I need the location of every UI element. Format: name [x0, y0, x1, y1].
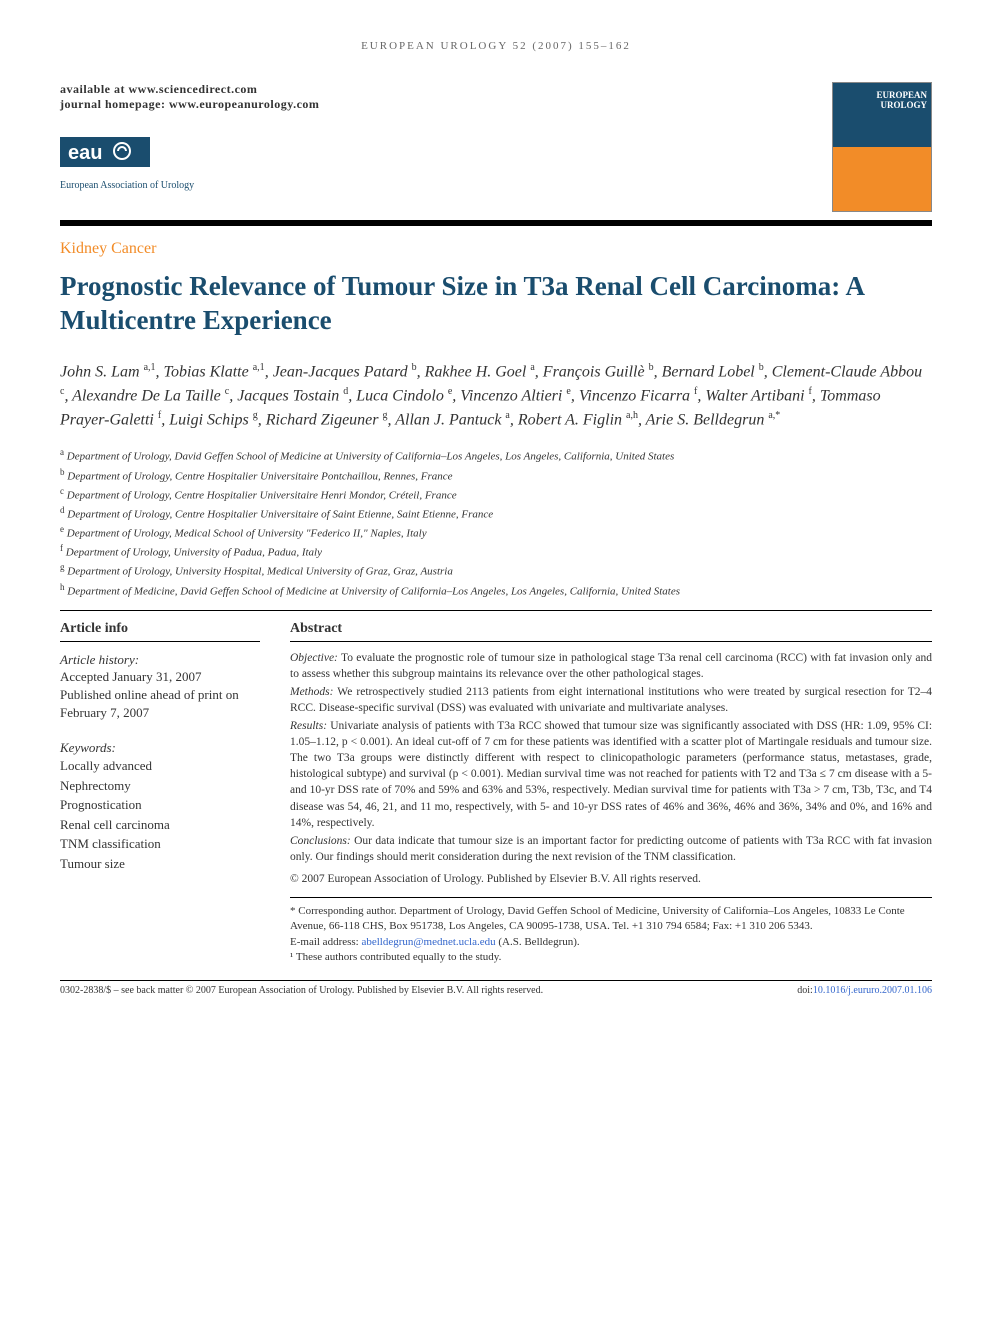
author-list: John S. Lam a,1, Tobias Klatte a,1, Jean… [60, 360, 932, 433]
keyword-item: Tumour size [60, 854, 260, 874]
conclusions-label: Conclusions: [290, 835, 351, 847]
section-label: Kidney Cancer [60, 240, 932, 258]
abstract-column: Abstract Objective: To evaluate the prog… [290, 621, 932, 966]
header-left: available at www.sciencedirect.com journ… [60, 82, 812, 201]
article-info-heading: Article info [60, 621, 260, 637]
footer-line: 0302-2838/$ – see back matter © 2007 Eur… [60, 980, 932, 996]
footer-right: doi:10.1016/j.eururo.2007.01.106 [797, 985, 932, 996]
objective-text: To evaluate the prognostic role of tumou… [290, 652, 932, 680]
affiliation-item: f Department of Urology, University of P… [60, 542, 932, 561]
affiliation-item: a Department of Urology, David Geffen Sc… [60, 446, 932, 465]
email-link[interactable]: abelldegrun@mednet.ucla.edu [361, 936, 495, 948]
two-column-layout: Article info Article history: Accepted J… [60, 621, 932, 966]
eau-logo-text: European Association of Urology [60, 180, 812, 191]
abstract-body: Objective: To evaluate the prognostic ro… [290, 650, 932, 887]
email-paren: (A.S. Belldegrun). [498, 936, 579, 948]
methods-label: Methods: [290, 686, 333, 698]
affiliation-item: h Department of Medicine, David Geffen S… [60, 581, 932, 600]
conclusions-text: Our data indicate that tumour size is an… [290, 835, 932, 863]
footer-left: 0302-2838/$ – see back matter © 2007 Eur… [60, 985, 543, 996]
article-info-column: Article info Article history: Accepted J… [60, 621, 260, 966]
corresp-address: * Corresponding author. Department of Ur… [290, 904, 932, 935]
running-head: EUROPEAN UROLOGY 52 (2007) 155–162 [60, 40, 932, 52]
affiliation-item: b Department of Urology, Centre Hospital… [60, 466, 932, 485]
doi-label: doi: [797, 985, 813, 996]
thick-rule [60, 220, 932, 226]
keyword-item: Nephrectomy [60, 776, 260, 796]
keywords-list: Locally advancedNephrectomyPrognosticati… [60, 756, 260, 873]
thin-rule-top [60, 610, 932, 611]
eau-logo-icon: eau [60, 137, 150, 173]
article-history-label: Article history: [60, 652, 260, 668]
abstract-copyright: © 2007 European Association of Urology. … [290, 871, 932, 887]
methods-text: We retrospectively studied 2113 patients… [290, 686, 932, 714]
header-block: available at www.sciencedirect.com journ… [60, 82, 932, 212]
svg-text:eau: eau [68, 142, 102, 164]
affiliation-item: e Department of Urology, Medical School … [60, 523, 932, 542]
results-label: Results: [290, 720, 327, 732]
keyword-item: Renal cell carcinoma [60, 815, 260, 835]
journal-cover-title: EUROPEAN UROLOGY [833, 91, 927, 111]
affiliation-list: a Department of Urology, David Geffen Sc… [60, 446, 932, 599]
keyword-item: Prognostication [60, 795, 260, 815]
article-title: Prognostic Relevance of Tumour Size in T… [60, 270, 932, 338]
article-history-text: Accepted January 31, 2007Published onlin… [60, 668, 260, 723]
keyword-item: TNM classification [60, 834, 260, 854]
affiliation-item: d Department of Urology, Centre Hospital… [60, 504, 932, 523]
corresp-email-line: E-mail address: abelldegrun@mednet.ucla.… [290, 935, 932, 950]
equal-contribution-note: ¹ These authors contributed equally to t… [290, 950, 932, 965]
available-line: available at www.sciencedirect.com [60, 82, 812, 97]
eau-logo-block: eau European Association of Urology [60, 137, 812, 191]
journal-cover-thumbnail: EUROPEAN UROLOGY [832, 82, 932, 212]
corresponding-author-block: * Corresponding author. Department of Ur… [290, 897, 932, 966]
keyword-item: Locally advanced [60, 756, 260, 776]
affiliation-item: g Department of Urology, University Hosp… [60, 561, 932, 580]
abstract-heading: Abstract [290, 621, 932, 637]
homepage-line: journal homepage: www.europeanurology.co… [60, 97, 812, 112]
keywords-label: Keywords: [60, 740, 260, 756]
objective-label: Objective: [290, 652, 338, 664]
doi-link[interactable]: 10.1016/j.eururo.2007.01.106 [813, 985, 932, 996]
results-text: Univariate analysis of patients with T3a… [290, 720, 932, 829]
affiliation-item: c Department of Urology, Centre Hospital… [60, 485, 932, 504]
email-label: E-mail address: [290, 936, 359, 948]
